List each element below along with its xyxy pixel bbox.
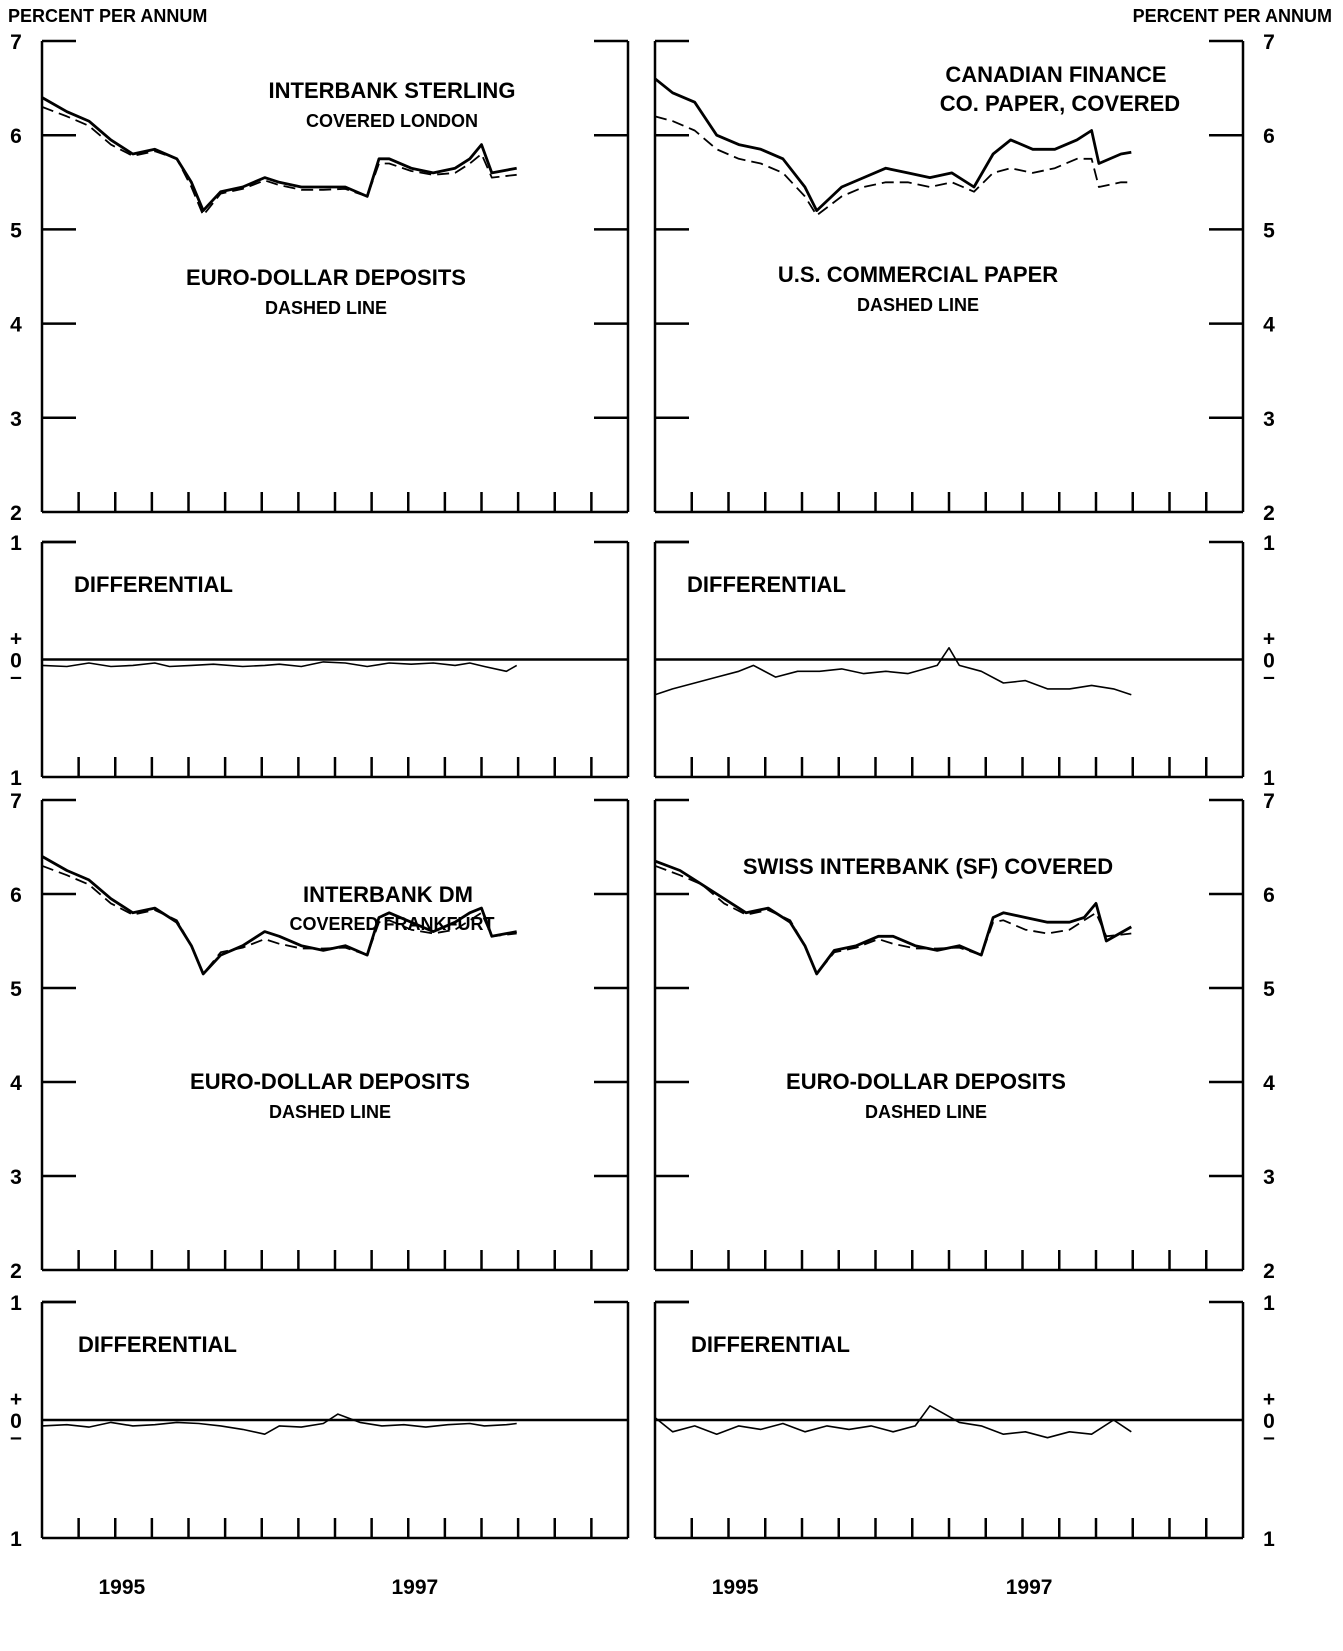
differential-title: DIFFERENTIAL bbox=[74, 572, 233, 597]
rate-panel: 2 3 4 5 6 7 INTERBANK STERLING COVERED LONDON EU… bbox=[10, 31, 630, 525]
rate-panel: 2 3 4 5 6 7 INTERBANK DM COVERED FRANKFURT EURO-… bbox=[10, 790, 630, 1599]
left-axis-title: PERCENT PER ANNUM bbox=[8, 6, 207, 26]
y-tick-label: 1 bbox=[10, 532, 22, 555]
y-tick-label: 3 bbox=[10, 1166, 22, 1189]
y-tick-label: 1 bbox=[10, 1292, 22, 1315]
year-label: 1995 bbox=[712, 1576, 759, 1599]
dashed-series-line bbox=[41, 106, 517, 217]
y-tick-label: 1 bbox=[1263, 1528, 1275, 1551]
y-tick-label: 4 bbox=[1263, 314, 1275, 337]
y-tick-label: 2 bbox=[10, 1260, 22, 1283]
solid-series-line bbox=[41, 855, 517, 976]
y-tick-label: 2 bbox=[10, 502, 22, 525]
differential-panel: 1 +0– 1 DIFFERENTIAL bbox=[10, 532, 630, 790]
y-tick-label: 5 bbox=[10, 219, 22, 242]
y-tick-label: 1 bbox=[1263, 1292, 1275, 1315]
plus-label: + bbox=[1263, 628, 1275, 651]
zero-label: 0 bbox=[1263, 1410, 1275, 1433]
differential-title: DIFFERENTIAL bbox=[687, 572, 846, 597]
solid-series-line bbox=[654, 77, 1132, 213]
y-tick-label: 2 bbox=[1263, 502, 1275, 525]
rate-panel: 2 3 4 5 6 7 SWISS INTERBANK (SF) COVERED EURO-D… bbox=[653, 790, 1275, 1599]
y-tick-label: 5 bbox=[10, 978, 22, 1001]
y-tick-label: 7 bbox=[10, 31, 22, 54]
year-label: 1997 bbox=[1006, 1576, 1053, 1599]
differential-line bbox=[41, 1413, 517, 1435]
plus-label: + bbox=[10, 628, 22, 651]
y-tick-label: 3 bbox=[10, 408, 22, 431]
comparison-note: DASHED LINE bbox=[865, 1102, 987, 1122]
comparison-note: EURO-DOLLAR DEPOSITS bbox=[786, 1069, 1066, 1094]
y-tick-label: 3 bbox=[1263, 1166, 1275, 1189]
minus-label: – bbox=[10, 1426, 22, 1449]
dashed-series-line bbox=[41, 864, 517, 975]
series-title: CANADIAN FINANCE bbox=[945, 62, 1166, 87]
minus-label: – bbox=[1263, 666, 1275, 689]
year-label: 1997 bbox=[391, 1576, 438, 1599]
y-tick-label: 5 bbox=[1263, 978, 1275, 1001]
differential-line bbox=[41, 661, 518, 673]
differential-line bbox=[654, 1405, 1132, 1439]
series-subtitle: CO. PAPER, COVERED bbox=[940, 91, 1180, 116]
y-tick-label: 1 bbox=[10, 767, 22, 790]
y-tick-label: 1 bbox=[1263, 532, 1275, 555]
comparison-note: DASHED LINE bbox=[269, 1102, 391, 1122]
y-tick-label: 2 bbox=[1263, 1260, 1275, 1283]
comparison-note: U.S. COMMERCIAL PAPER bbox=[778, 262, 1058, 287]
series-subtitle: COVERED LONDON bbox=[306, 111, 478, 131]
series-subtitle: COVERED FRANKFURT bbox=[290, 914, 495, 934]
y-tick-label: 4 bbox=[1263, 1072, 1275, 1095]
solid-series-line bbox=[654, 859, 1132, 976]
year-label: 1995 bbox=[98, 1576, 145, 1599]
y-tick-label: 7 bbox=[10, 790, 22, 813]
plus-label: + bbox=[10, 1388, 22, 1411]
y-tick-label: 7 bbox=[1263, 790, 1275, 813]
y-tick-label: 6 bbox=[10, 884, 22, 907]
rate-panel: 2 3 4 5 6 7 CANADIAN FINANCE CO. PAPER, COVERED… bbox=[653, 31, 1275, 525]
differential-panel: 1 +0– 1 DIFFERENTIAL bbox=[653, 1292, 1275, 1551]
differential-title: DIFFERENTIAL bbox=[691, 1332, 850, 1357]
differential-line bbox=[654, 646, 1132, 696]
y-tick-label: 6 bbox=[1263, 884, 1275, 907]
series-title: SWISS INTERBANK (SF) COVERED bbox=[743, 854, 1113, 879]
zero-label: 0 bbox=[10, 1410, 22, 1433]
minus-label: – bbox=[10, 666, 22, 689]
y-tick-label: 4 bbox=[10, 314, 22, 337]
y-tick-label: 6 bbox=[1263, 125, 1275, 148]
differential-title: DIFFERENTIAL bbox=[78, 1332, 237, 1357]
minus-label: – bbox=[1263, 1426, 1275, 1449]
y-tick-label: 6 bbox=[10, 125, 22, 148]
differential-panel: 1 +0– 1 DIFFERENTIAL bbox=[653, 532, 1275, 790]
y-tick-label: 5 bbox=[1263, 219, 1275, 242]
comparison-note: EURO-DOLLAR DEPOSITS bbox=[190, 1069, 470, 1094]
series-title: INTERBANK STERLING bbox=[269, 78, 516, 103]
y-tick-label: 4 bbox=[10, 1072, 22, 1095]
series-title: INTERBANK DM bbox=[303, 882, 473, 907]
y-tick-label: 1 bbox=[10, 1528, 22, 1551]
y-tick-label: 1 bbox=[1263, 767, 1275, 790]
zero-label: 0 bbox=[10, 650, 22, 673]
dashed-series-line bbox=[654, 864, 1132, 975]
y-tick-label: 3 bbox=[1263, 408, 1275, 431]
comparison-note: EURO-DOLLAR DEPOSITS bbox=[186, 265, 466, 290]
comparison-note: DASHED LINE bbox=[265, 298, 387, 318]
dashed-series-line bbox=[654, 115, 1132, 217]
right-axis-title: PERCENT PER ANNUM bbox=[1133, 6, 1332, 26]
differential-panel: 1 +0– 1 DIFFERENTIAL bbox=[10, 1292, 630, 1551]
plus-label: + bbox=[1263, 1388, 1275, 1411]
solid-series-line bbox=[41, 96, 517, 213]
zero-label: 0 bbox=[1263, 650, 1275, 673]
comparison-note: DASHED LINE bbox=[857, 295, 979, 315]
y-tick-label: 7 bbox=[1263, 31, 1275, 54]
chart-panels: 2 3 4 5 6 7 INTERBANK STERLING COVERED LONDON EU… bbox=[10, 31, 1275, 1599]
